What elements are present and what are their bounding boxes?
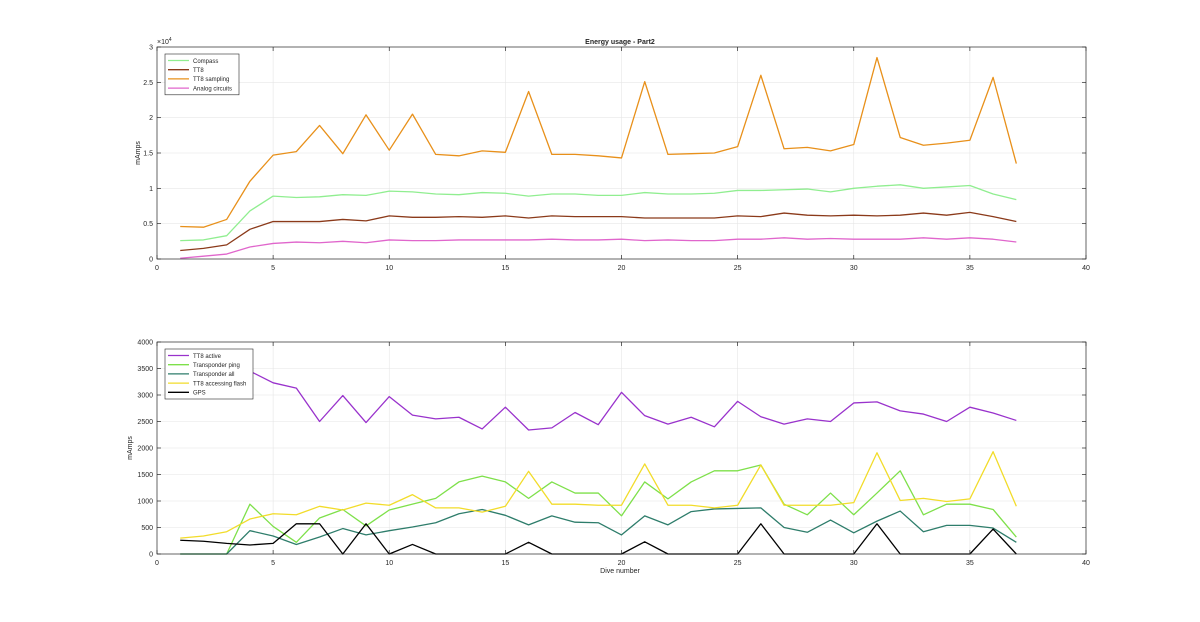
chart-top-y-tick-label: 0 <box>149 257 153 264</box>
chart-bottom-x-tick-label: 20 <box>618 560 626 567</box>
chart-top-x-tick-label: 20 <box>618 265 626 272</box>
chart-bottom-grid <box>157 342 1086 554</box>
chart-top-legend-entry: Analog circuits <box>193 86 232 92</box>
chart-bottom-legend-entry: GPS <box>193 391 206 397</box>
chart-bottom-series-line-transponder-ping <box>180 464 1017 555</box>
chart-top-series-line-analog-circuits <box>180 237 1017 259</box>
chart-top-y-tick-label: 2.5 <box>143 80 153 87</box>
chart-top-x-tick-label: 15 <box>501 265 509 272</box>
chart-top-x-tick-label: 30 <box>850 265 858 272</box>
chart-bottom-x-tick-label: 15 <box>501 560 509 567</box>
chart-top-legend-entry: Compass <box>193 59 218 65</box>
chart-bottom-y-tick-label: 1000 <box>137 499 153 506</box>
chart-top-y-axis-label: mAmps <box>135 141 142 165</box>
chart-bottom-y-tick-label: 2500 <box>137 419 153 426</box>
chart-bottom-legend: TT8 active Transponder ping Transponder al… <box>164 348 254 400</box>
chart-bottom-series-group <box>180 370 1017 555</box>
chart-top-legend: Compass TT8 TT8 sampling Analog circuits <box>164 53 240 96</box>
chart-bottom-series-line-tt8-accessing-flash <box>180 451 1017 539</box>
chart-bottom-legend-entry: TT8 accessing flash <box>193 381 246 387</box>
chart-top-x-tick-label: 40 <box>1082 265 1090 272</box>
chart-top-y-exponent-base: ×10 <box>157 39 169 46</box>
chart-top: Energy usage - Part2 ×104 mAmps 0 5 10 15 20… <box>135 37 1090 272</box>
chart-bottom-y-tick-label: 4000 <box>137 340 153 347</box>
chart-top-y-tick-label: 2 <box>149 115 153 122</box>
chart-bottom-series-line-transponder-all <box>180 507 1017 555</box>
chart-bottom-y-tick-label: 2000 <box>137 446 153 453</box>
chart-top-series-group <box>180 56 1017 259</box>
chart-bottom-legend-entry: Transponder ping <box>193 363 240 369</box>
chart-bottom-x-tick-label: 0 <box>155 560 159 567</box>
chart-top-x-tick-label: 10 <box>385 265 393 272</box>
chart-bottom-y-tick-label: 3000 <box>137 393 153 400</box>
chart-top-y-tick-label: 1.5 <box>143 151 153 158</box>
chart-bottom-x-tick-label: 25 <box>734 560 742 567</box>
chart-bottom-y-tick-label: 500 <box>141 525 153 532</box>
chart-top-x-tick-label: 35 <box>966 265 974 272</box>
chart-top-y-tick-label: 0.5 <box>143 221 153 228</box>
chart-bottom-x-tick-label: 10 <box>385 560 393 567</box>
chart-bottom-x-tick-label: 40 <box>1082 560 1090 567</box>
chart-bottom-x-axis-label: Dive number <box>600 568 640 575</box>
chart-bottom-x-tick-label: 30 <box>850 560 858 567</box>
chart-bottom-y-tick-label: 0 <box>149 552 153 559</box>
chart-top-y-tick-label: 1 <box>149 186 153 193</box>
chart-top-legend-entry: TT8 <box>193 68 204 74</box>
chart-top-x-tick-label: 0 <box>155 265 159 272</box>
chart-top-legend-entry: TT8 sampling <box>193 77 229 83</box>
chart-top-x-tick-label: 5 <box>271 265 275 272</box>
chart-bottom: Dive number mAmps 0 5 10 15 20 25 30 35 40 0 500 10… <box>127 340 1090 576</box>
chart-bottom-x-tick-label: 35 <box>966 560 974 567</box>
chart-top-y-exponent-power: 4 <box>169 37 172 43</box>
chart-top-series-line-compass <box>180 184 1017 242</box>
chart-top-y-exponent: ×104 <box>157 37 172 46</box>
chart-bottom-y-axis-label: mAmps <box>127 436 134 460</box>
chart-bottom-x-tick-label: 5 <box>271 560 275 567</box>
chart-top-title: Energy usage - Part2 <box>585 39 655 46</box>
chart-top-series-line-tt8-sampling <box>180 56 1017 228</box>
chart-top-y-tick-label: 3 <box>149 45 153 52</box>
chart-top-x-tick-label: 25 <box>734 265 742 272</box>
chart-top-series-line-tt8 <box>180 211 1017 252</box>
chart-bottom-ticks: 0 5 10 15 20 25 30 35 40 0 500 1000 1500 2000 2500 3000… <box>137 340 1090 568</box>
chart-bottom-y-tick-label: 1500 <box>137 472 153 479</box>
chart-top-ticks: 0 5 10 15 20 25 30 35 40 0 0.5 1 1.5 2 2.5 3 <box>143 45 1090 273</box>
chart-bottom-series-line-tt8-active <box>249 370 1017 431</box>
chart-bottom-legend-entry: TT8 active <box>193 354 222 360</box>
chart-bottom-legend-entry: Transponder all <box>193 372 234 378</box>
chart-bottom-y-tick-label: 3500 <box>137 366 153 373</box>
